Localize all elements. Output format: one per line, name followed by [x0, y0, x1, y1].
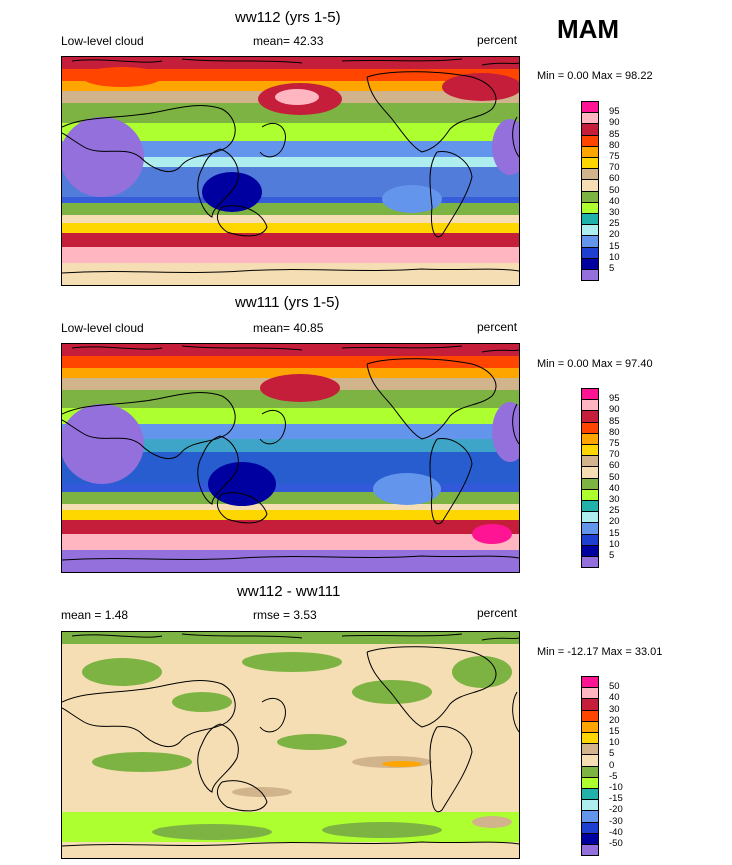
panel2-colorbar-tick-label: 60: [609, 460, 620, 472]
panel1-colorbar-tick-label: 75: [609, 151, 620, 162]
panel3-colorbar-tick-label: -5: [609, 770, 618, 782]
panel1-colorbar-tick-label: 10: [609, 251, 620, 263]
panel3-colorbar-tick-label: 40: [609, 692, 620, 704]
panel3-colorbar-tick-label: -10: [609, 782, 623, 793]
panel1-map: [61, 56, 520, 286]
panel3-rmse-label: rmse = 3.53: [253, 608, 317, 622]
panel1-mean-label: mean= 42.33: [253, 34, 324, 48]
panel2-colorbar-tick-label: 80: [609, 426, 620, 438]
panel1-colorbar-tick-label: 25: [609, 218, 620, 230]
panel2-colorbar-tick-label: 30: [609, 494, 620, 505]
panel2-colorbar-tick-label: 85: [609, 415, 620, 427]
panel1-colorbar-tick-label: 85: [609, 128, 620, 140]
panel1-colorbar-tick-label: 95: [609, 106, 620, 118]
panel3-colorbar-tick-label: 15: [609, 726, 620, 737]
panel2-units-label: percent: [477, 320, 518, 334]
panel3-colorbar-tick-label: -30: [609, 815, 623, 827]
panel2-colorbar-tick-label: 5: [609, 550, 615, 561]
panel1-colorbar-swatch: [581, 269, 599, 282]
panel2-mean-label: mean= 40.85: [253, 321, 324, 335]
panel3-colorbar-tick-label: -15: [609, 793, 623, 805]
panel1-colorbar-tick-label: 5: [609, 263, 615, 274]
panel2-colorbar-tick-label: 20: [609, 516, 620, 528]
panel3-colorbar-tick-label: -40: [609, 826, 623, 838]
panel3-units-label: percent: [477, 606, 518, 620]
panel1-colorbar-tick-label: 50: [609, 184, 620, 196]
panel2-colorbar-tick-label: 75: [609, 438, 620, 449]
panel3-colorbar-swatch: [581, 844, 599, 857]
panel3-mean-label: mean = 1.48: [61, 608, 129, 622]
panel1-colorbar-tick-label: 90: [609, 117, 620, 129]
season-label: MAM: [557, 14, 620, 44]
panel2-colorbar-tick-label: 40: [609, 482, 620, 494]
panel2-colorbar-tick-label: 15: [609, 527, 620, 539]
panel1-variable-label: Low-level cloud: [61, 34, 144, 48]
panel3-colorbar-tick-label: 50: [609, 681, 620, 693]
panel2-colorbar-swatch: [581, 556, 599, 569]
panel3-colorbar-tick-label: 30: [609, 703, 620, 715]
panel3-colorbar-tick-label: -50: [609, 838, 623, 849]
panel2-colorbar-tick-label: 70: [609, 449, 620, 461]
panel2-minmax-label: Min = 0.00 Max = 97.40: [537, 358, 653, 370]
panel2-colorbar-tick-label: 25: [609, 505, 620, 517]
panel3-minmax-label: Min = -12.17 Max = 33.01: [537, 646, 663, 658]
panel1-colorbar-tick-label: 20: [609, 229, 620, 241]
panel3-colorbar-tick-label: 5: [609, 748, 615, 760]
panel2-colorbar-tick-label: 90: [609, 404, 620, 416]
panel3-colorbar-tick-label: 20: [609, 714, 620, 726]
panel1-title: ww112 (yrs 1-5): [235, 9, 341, 26]
panel2-colorbar-tick-label: 10: [609, 538, 620, 550]
panel3-colorbar-tick-label: 10: [609, 737, 620, 749]
panel1-colorbar-tick-label: 80: [609, 139, 620, 151]
panel1-colorbar-tick-label: 60: [609, 173, 620, 185]
panel2-colorbar-tick-label: 95: [609, 393, 620, 405]
panel2-colorbar-tick-label: 50: [609, 471, 620, 483]
panel1-colorbar-tick-label: 40: [609, 195, 620, 207]
panel3-title: ww112 - ww111: [237, 583, 341, 600]
panel3-map: [61, 631, 520, 859]
panel3-colorbar-tick-label: 0: [609, 759, 615, 771]
panel1-colorbar-tick-label: 30: [609, 207, 620, 218]
panel2-variable-label: Low-level cloud: [61, 321, 144, 335]
panel1-colorbar-tick-label: 15: [609, 240, 620, 252]
panel1-units-label: percent: [477, 33, 518, 47]
panel3-colorbar-tick-label: -20: [609, 804, 623, 816]
panel2-title: ww111 (yrs 1-5): [235, 294, 340, 311]
panel2-map: [61, 343, 520, 573]
panel1-minmax-label: Min = 0.00 Max = 98.22: [537, 70, 653, 82]
panel1-colorbar-tick-label: 70: [609, 162, 620, 174]
